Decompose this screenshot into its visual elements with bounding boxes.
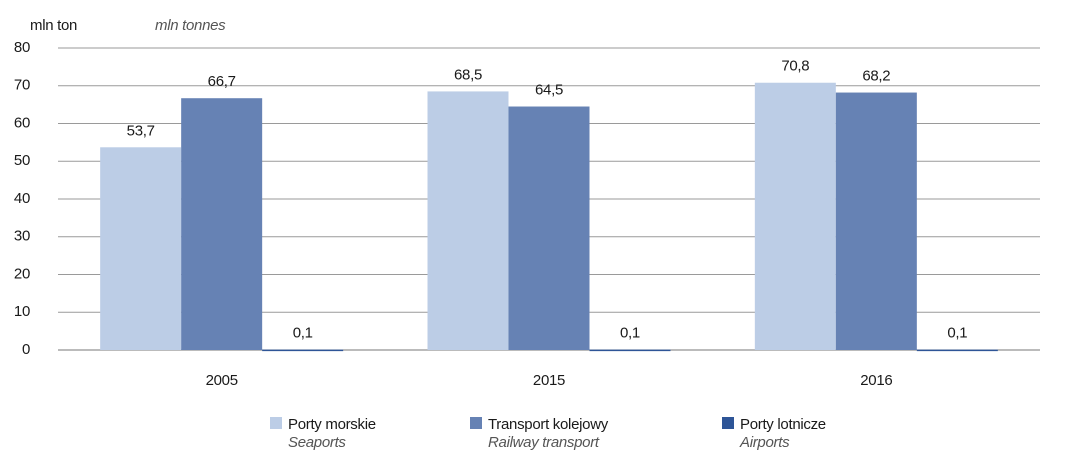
bar — [181, 98, 263, 351]
legend-label-en: Airports — [739, 434, 790, 451]
y-axis-label: mln ton — [30, 17, 77, 34]
data-label: 0,1 — [293, 325, 313, 342]
bar — [508, 106, 590, 350]
y-tick-label: 30 — [14, 228, 30, 245]
legend-swatch — [470, 417, 482, 429]
legend-swatch — [722, 417, 734, 429]
legend-label: Porty lotnicze — [740, 416, 826, 433]
y-tick-label: 60 — [14, 114, 30, 131]
bar — [262, 349, 344, 352]
data-label: 68,5 — [454, 66, 482, 83]
legend-swatch — [270, 417, 282, 429]
data-label: 70,8 — [781, 58, 809, 75]
y-tick-label: 50 — [14, 152, 30, 169]
legend-label: Porty morskie — [288, 416, 376, 433]
x-tick-label: 2005 — [206, 372, 238, 389]
data-label: 53,7 — [127, 122, 155, 139]
data-label: 0,1 — [947, 325, 967, 342]
bar — [754, 82, 836, 350]
legend-label: Transport kolejowy — [488, 416, 609, 433]
y-tick-label: 40 — [14, 190, 30, 207]
bar — [835, 92, 917, 351]
legend-label-en: Railway transport — [488, 434, 600, 451]
y-tick-label: 70 — [14, 77, 30, 94]
data-label: 68,2 — [862, 68, 890, 85]
y-tick-label: 20 — [14, 265, 30, 282]
bar — [100, 147, 182, 350]
data-label: 64,5 — [535, 81, 563, 98]
y-tick-label: 80 — [14, 39, 30, 56]
bar — [916, 349, 998, 352]
x-tick-label: 2016 — [860, 372, 892, 389]
data-label: 66,7 — [208, 73, 236, 90]
legend-label-en: Seaports — [288, 434, 346, 451]
bar — [427, 91, 509, 350]
y-tick-label: 10 — [14, 303, 30, 320]
x-tick-label: 2015 — [533, 372, 565, 389]
bar — [589, 349, 671, 352]
y-axis-label-en: mln tonnes — [155, 17, 226, 34]
y-tick-label: 0 — [22, 341, 30, 358]
data-label: 0,1 — [620, 325, 640, 342]
